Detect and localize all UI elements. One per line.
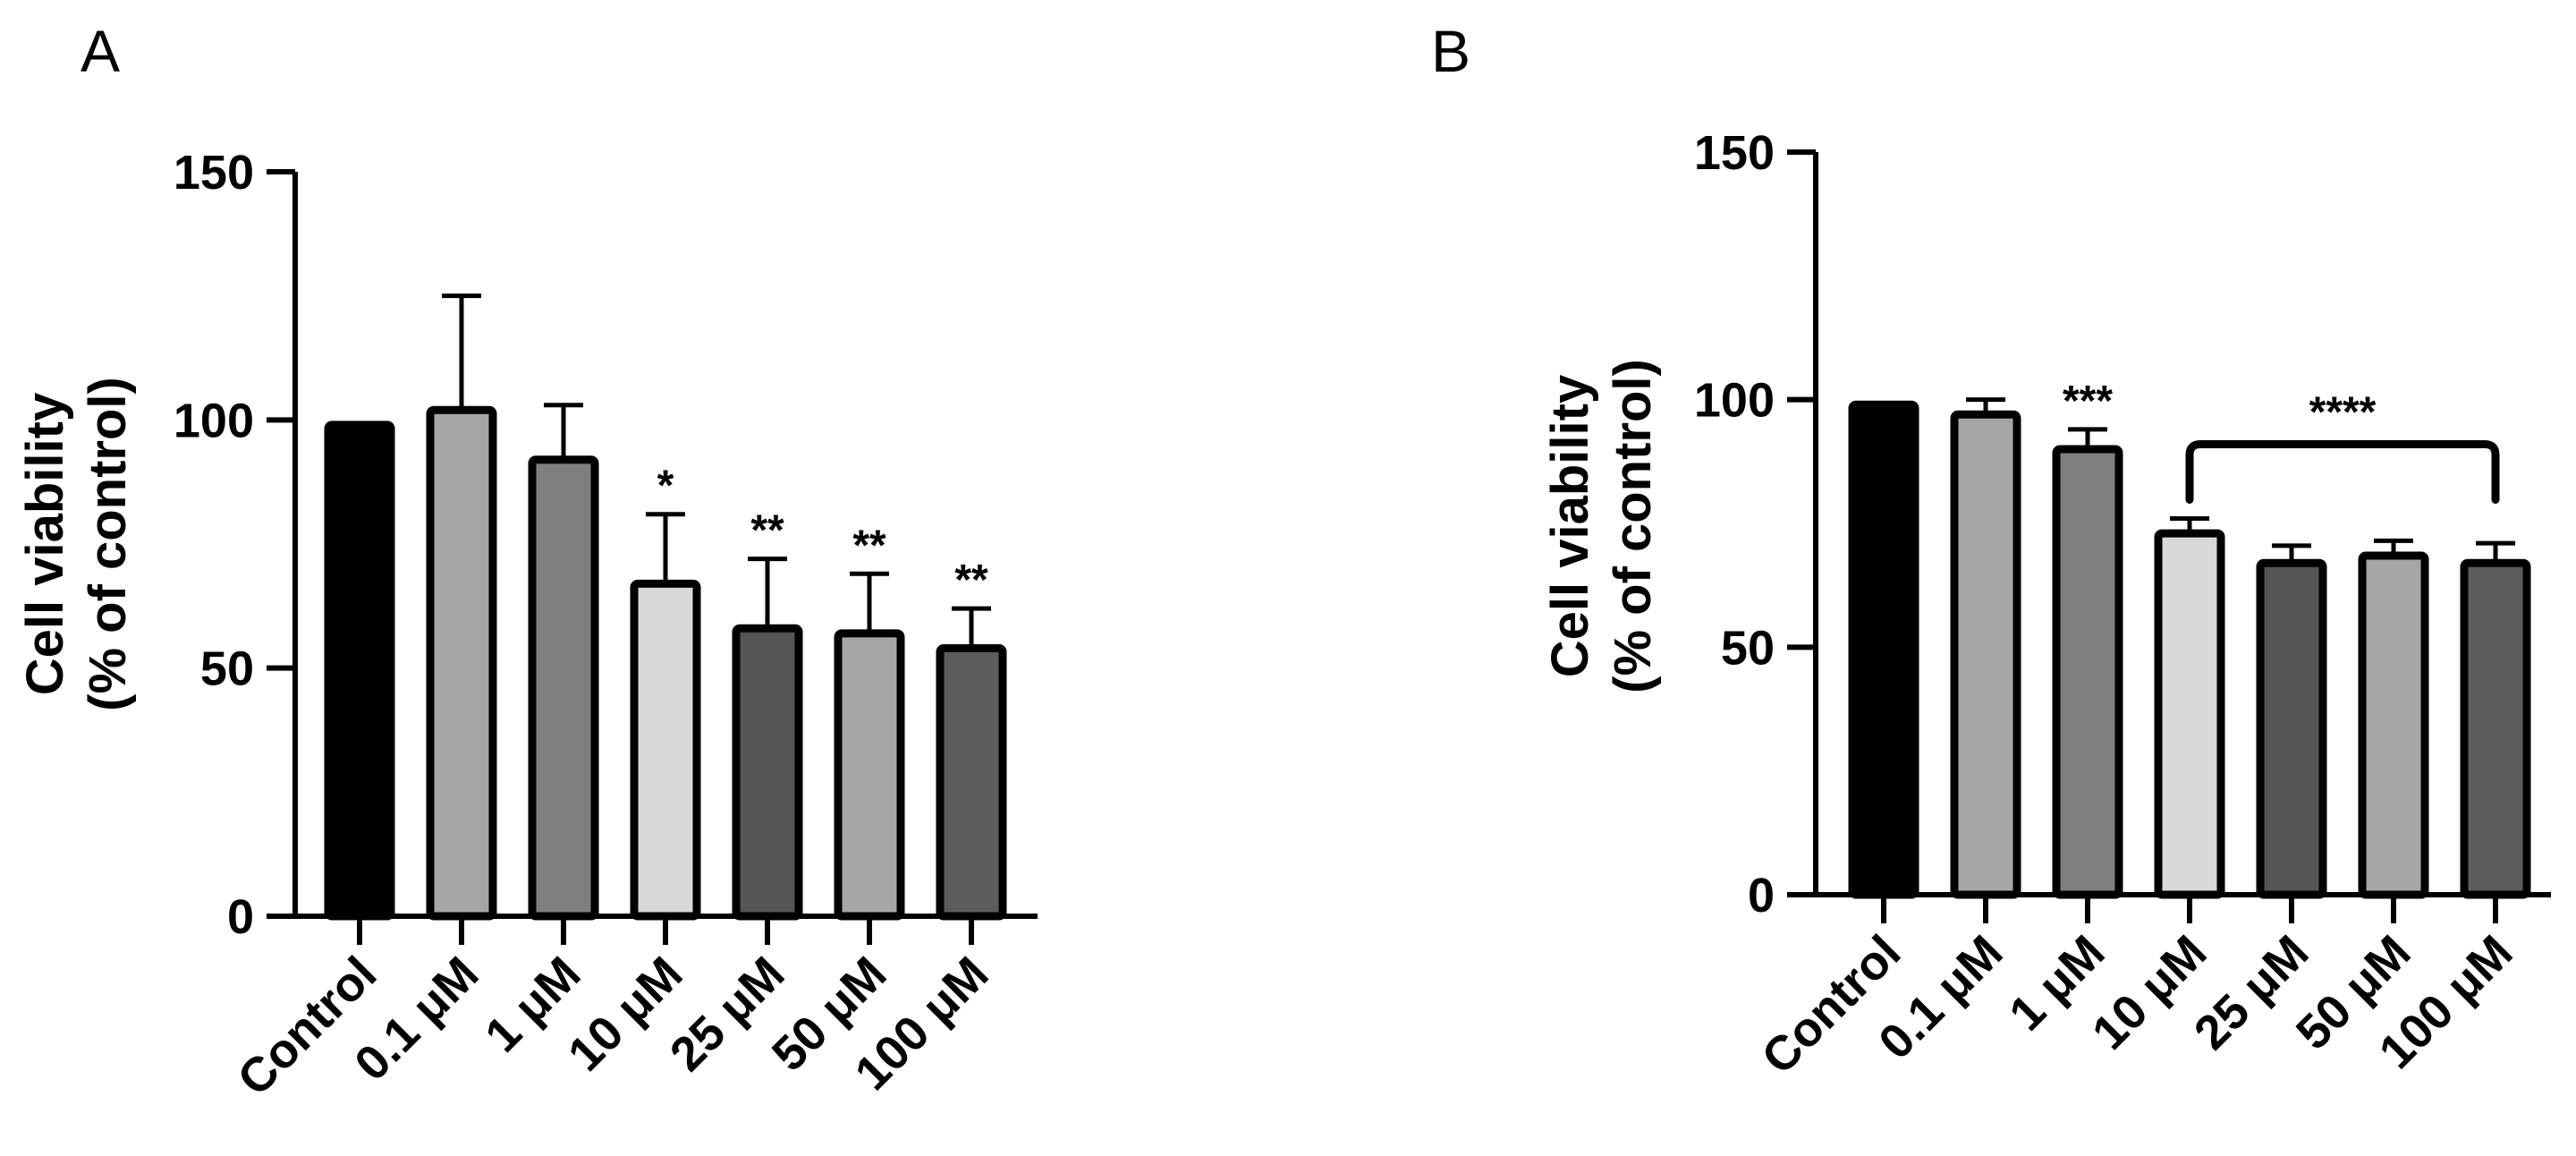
y-tick-label-1: 50 [1721,621,1775,675]
panel-a-letter: A [80,18,120,84]
y-axis-title: Cell viability(% of control) [16,377,137,711]
y-tick-label-3: 150 [174,146,254,200]
panel-b-letter: B [1431,18,1470,84]
bar-1 [426,405,497,921]
y-axis-title-line-1: (% of control) [79,377,137,711]
bar-5 [2358,551,2429,899]
bar-0 [324,421,395,921]
significance-bracket [2185,439,2500,504]
bar-1 [1950,410,2021,899]
category-label-3: 10 μM [2082,925,2217,1060]
significance-label-6: ** [954,557,988,604]
bar-0 [1848,400,1919,899]
y-axis-title-line-0: Cell viability [1541,375,1599,677]
category-label-0: Control [227,947,386,1106]
bar-4 [732,624,803,921]
bar-2 [2052,445,2123,899]
category-label-4: 25 μM [660,947,795,1082]
category-label-4: 25 μM [2184,925,2319,1060]
y-tick-label-3: 150 [1694,126,1775,180]
bar-6 [936,643,1007,921]
bar-3 [630,579,701,921]
category-label-3: 10 μM [558,947,693,1082]
category-label-0: Control [1751,925,1911,1084]
significance-label-5: ** [852,522,886,569]
y-tick-label-0: 0 [1748,869,1775,922]
y-tick-label-2: 100 [174,394,254,447]
y-axis-title-line-0: Cell viability [16,393,74,695]
bar-3 [2154,529,2225,899]
significance-label-3: * [657,463,674,510]
bar-4 [2256,558,2327,899]
significance-label-4: ** [750,507,784,555]
bar-6 [2460,558,2531,899]
bar-2 [528,455,599,921]
y-tick-label-2: 100 [1694,374,1775,428]
y-axis-title-line-1: (% of control) [1604,359,1662,693]
bar-5 [834,629,905,921]
bracket-significance-label: **** [2309,388,2377,436]
y-tick-label-1: 50 [200,642,254,696]
significance-label-2: *** [2063,378,2113,425]
y-tick-label-0: 0 [227,890,254,944]
y-axis-title: Cell viability(% of control) [1541,359,1662,693]
